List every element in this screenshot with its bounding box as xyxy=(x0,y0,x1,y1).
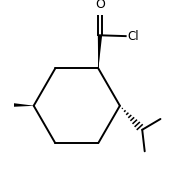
Polygon shape xyxy=(11,103,34,107)
Text: Cl: Cl xyxy=(127,30,139,43)
Polygon shape xyxy=(98,35,100,68)
Text: O: O xyxy=(95,0,105,12)
Polygon shape xyxy=(98,35,102,68)
